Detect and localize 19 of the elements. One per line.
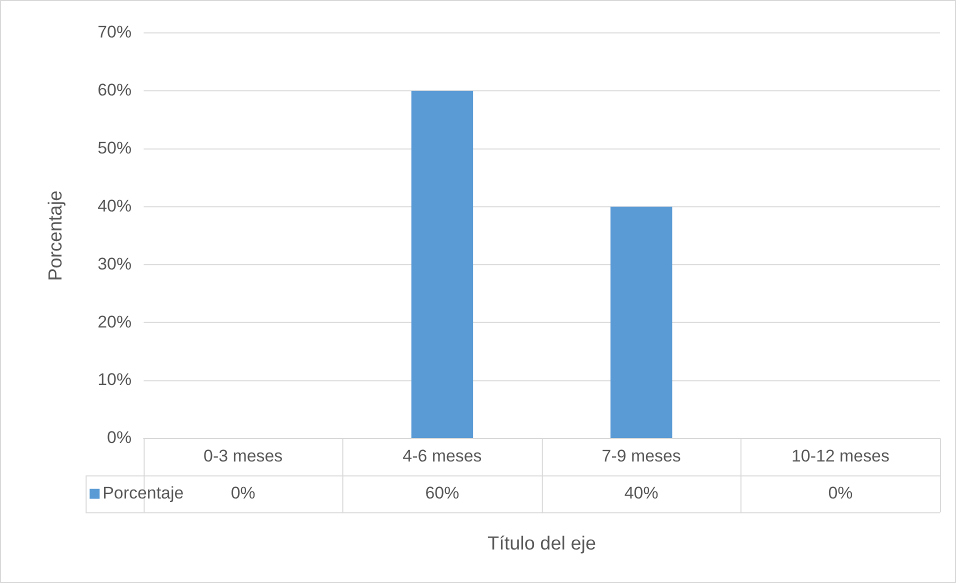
- y-tick-label: 50%: [98, 138, 132, 158]
- y-tick-label: 30%: [98, 254, 132, 274]
- legend-label: Porcentaje: [102, 483, 184, 502]
- x-axis-title: Título del eje: [488, 533, 596, 554]
- y-tick-label: 60%: [98, 80, 132, 100]
- y-tick-label: 40%: [98, 196, 132, 216]
- data-label: 40%: [624, 483, 658, 502]
- x-tick-label: 0-3 meses: [204, 446, 283, 466]
- data-label: 0%: [230, 483, 256, 502]
- x-tick-label: 4-6 meses: [402, 446, 482, 466]
- y-tick-label: 10%: [98, 370, 132, 390]
- y-axis-title: Porcentaje: [45, 190, 67, 281]
- data-label: 60%: [425, 483, 460, 502]
- y-tick-label: 0%: [107, 428, 132, 448]
- x-tick-label: 10-12 meses: [791, 446, 890, 466]
- y-tick-label: 20%: [98, 312, 132, 332]
- y-tick-label: 70%: [98, 22, 132, 42]
- x-tick-label: 7-9 meses: [602, 446, 681, 466]
- data-label: 0%: [828, 483, 853, 502]
